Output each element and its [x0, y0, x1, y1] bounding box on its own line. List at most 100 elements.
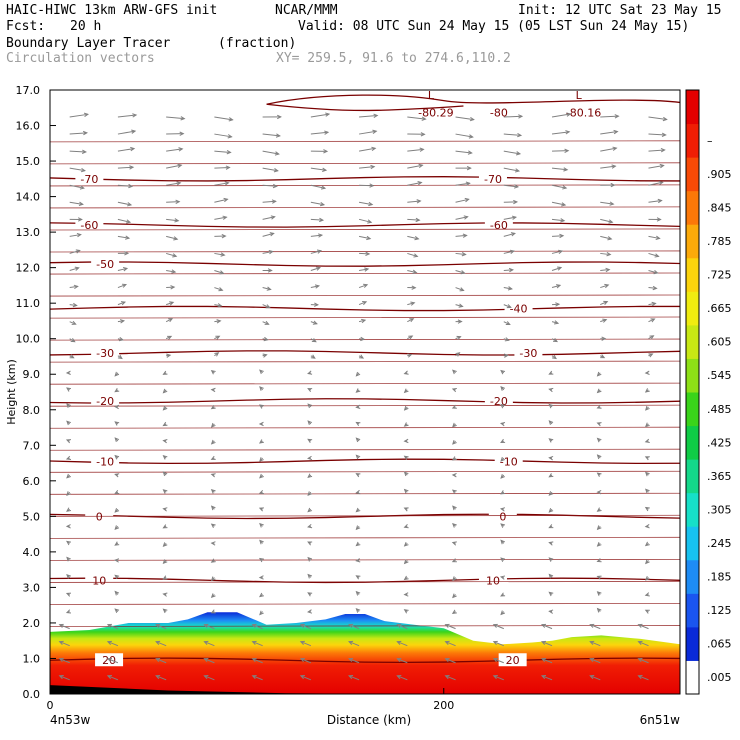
contour-label: -10 [96, 455, 114, 468]
vector-arrowhead [451, 472, 457, 478]
vector-arrow [638, 641, 649, 647]
contour-line [266, 94, 680, 112]
colorbar-swatch [686, 123, 699, 158]
contour-label-bg [91, 393, 120, 407]
vector-arrowhead [368, 201, 374, 207]
vector-arrow [166, 252, 177, 257]
vector-arrow [600, 301, 608, 306]
vector-arrowhead [645, 559, 650, 565]
vector-arrowhead [658, 180, 664, 186]
vector-arrowhead [299, 675, 305, 680]
vector-arrowhead [548, 403, 554, 409]
overlay-name: Circulation vectors [6, 51, 155, 66]
init-time: Init: 12 UTC Sat 23 May 15 [518, 3, 722, 18]
vector-arrowhead [461, 251, 467, 257]
vector-arrowhead [414, 235, 420, 241]
vector-arrow [648, 181, 663, 186]
vector-arrowhead [444, 675, 450, 680]
contour-label: -80 [490, 107, 508, 120]
colorbar-swatch [686, 459, 699, 494]
vector-arrow [397, 675, 408, 681]
vector-arrowhead [662, 116, 668, 122]
vector-arrow [69, 304, 77, 307]
vector-arrow [503, 287, 512, 290]
minimum-marker: L [428, 89, 435, 102]
colorbar-swatch [686, 324, 699, 359]
vector-arrowhead [596, 607, 602, 613]
colorbar-swatch [686, 257, 699, 292]
vector-arrowhead [114, 590, 120, 596]
vector-arrowhead [106, 675, 112, 680]
vector-arrowhead [307, 573, 313, 579]
vector-arrowhead [307, 455, 313, 461]
contour-line [50, 536, 680, 539]
vector-arrow [455, 216, 468, 220]
vector-arrowhead [299, 623, 305, 628]
vector-arrowhead [214, 352, 220, 357]
vector-arrowhead [258, 439, 264, 444]
vector-arrowhead [596, 490, 602, 495]
vector-arrowhead [258, 575, 264, 580]
contour-label-bg [498, 653, 527, 667]
vector-arrowhead [203, 675, 209, 680]
contour-line [50, 558, 680, 561]
vector-arrow [252, 675, 263, 681]
vector-arrowhead [307, 403, 313, 409]
vector-arrow [59, 641, 70, 647]
vector-arrowhead [517, 132, 523, 138]
vector-arrowhead [556, 284, 562, 289]
vector-arrowhead [316, 249, 323, 254]
contour-label: 10 [92, 574, 106, 587]
vector-arrowhead [114, 490, 120, 495]
vector-arrowhead [65, 524, 71, 529]
vector-arrow [300, 658, 312, 664]
vector-arrow [69, 184, 84, 189]
vector-arrowhead [131, 129, 137, 134]
vector-arrowhead [452, 369, 457, 375]
vector-arrowhead [507, 286, 513, 291]
vector-arrow [503, 133, 522, 136]
vector-arrowhead [370, 164, 376, 170]
vector-arrowhead [355, 607, 361, 613]
vector-arrowhead [645, 405, 650, 411]
vector-arrowhead [322, 167, 328, 172]
vector-arrowhead [566, 112, 572, 117]
vector-arrow [262, 133, 280, 137]
forecast-hour: 20 h [70, 19, 102, 34]
vector-arrowhead [403, 609, 409, 614]
vector-arrowhead [500, 403, 506, 409]
vector-arrowhead [262, 353, 268, 358]
vector-arrowhead [118, 336, 125, 342]
contour-line [50, 350, 680, 356]
vector-arrowhead [79, 185, 85, 190]
vector-arrowhead [106, 623, 112, 628]
vector-arrow [359, 184, 374, 187]
contour-label-bg [514, 345, 543, 359]
vector-arrowhead [492, 657, 498, 663]
vector-arrow [204, 624, 215, 630]
vector-arrowhead [272, 183, 278, 189]
vector-arrowhead [596, 371, 602, 377]
vector-arrowhead [114, 437, 120, 443]
vector-arrow [69, 201, 83, 205]
contour-label: -60 [490, 219, 508, 232]
vector-arrowhead [500, 438, 506, 443]
vector-arrowhead [413, 253, 419, 258]
vector-arrowhead [251, 640, 257, 645]
vector-arrowhead [500, 369, 506, 375]
colorbar-swatch [686, 358, 699, 393]
vector-arrowhead [162, 471, 168, 477]
vector-arrowhead [58, 640, 64, 645]
vector-arrowhead [416, 199, 422, 204]
vector-arrowhead [258, 489, 264, 495]
vector-arrowhead [564, 148, 570, 153]
vector-arrowhead [560, 218, 566, 223]
vector-arrowhead [175, 199, 181, 204]
vector-arrowhead [155, 657, 161, 663]
vector-arrowhead [605, 267, 611, 273]
vector-arrowhead [500, 386, 505, 391]
vector-arrow [107, 658, 119, 664]
vector-arrow [407, 148, 424, 152]
vector-arrow [348, 675, 360, 681]
vector-arrowhead [307, 370, 313, 375]
